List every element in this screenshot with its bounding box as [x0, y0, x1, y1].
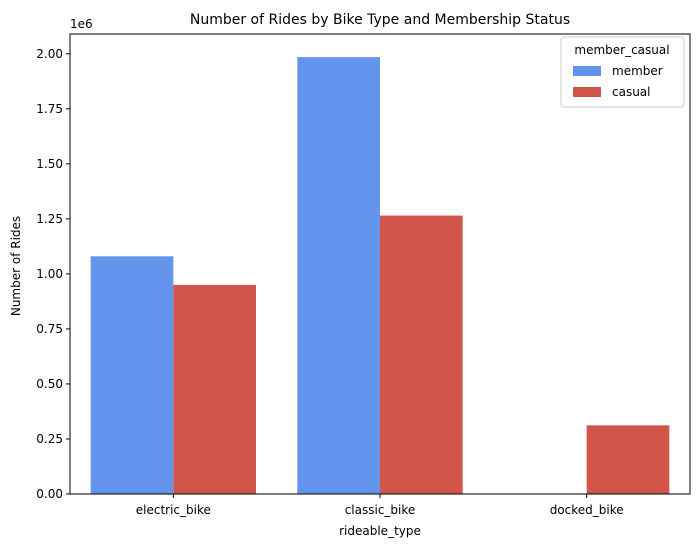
bar-member-electric_bike	[90, 256, 174, 494]
y-tick-label: 1.50	[36, 157, 63, 171]
bar-member-classic_bike	[297, 57, 380, 494]
bar-casual-electric_bike	[173, 284, 256, 494]
y-tick-label: 1.25	[36, 212, 63, 226]
x-axis-label: rideable_type	[339, 524, 421, 538]
legend-title: member_casual	[574, 43, 669, 57]
plot-area: 0.00 0.25 0.50 0.75 1.00 1.25 1.50 1.75 2.00 elec…	[36, 33, 691, 517]
y-tick-label: 0.25	[36, 432, 63, 446]
y-tick-label: 0.50	[36, 377, 63, 391]
bar-casual-docked_bike	[586, 425, 670, 494]
y-offset-label: 1e6	[70, 17, 93, 31]
x-tick-label: electric_bike	[136, 503, 211, 517]
y-tick-label: 0.75	[36, 322, 63, 336]
legend-swatch-casual	[573, 87, 601, 97]
legend-label-casual: casual	[612, 85, 651, 99]
x-tick-label: docked_bike	[550, 503, 624, 517]
y-tick-label: 1.75	[36, 102, 63, 116]
x-tick-label: classic_bike	[345, 503, 416, 517]
y-tick-label: 1.00	[36, 267, 63, 281]
y-tick-label: 2.00	[36, 47, 63, 61]
y-tick-label: 0.00	[36, 487, 63, 501]
legend-swatch-member	[573, 66, 601, 76]
legend-label-member: member	[612, 64, 663, 78]
y-axis-label: Number of Rides	[9, 216, 23, 316]
chart-title: Number of Rides by Bike Type and Members…	[190, 12, 570, 28]
bar-casual-classic_bike	[380, 215, 463, 494]
